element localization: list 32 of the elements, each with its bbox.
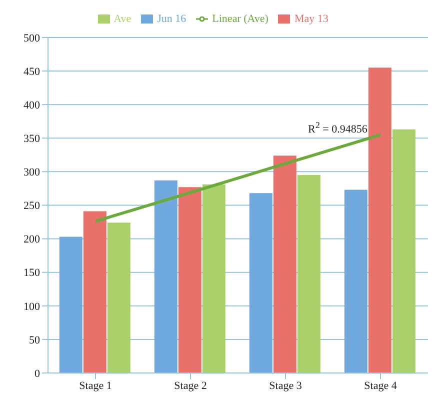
y-tick-label: 250 <box>24 200 40 212</box>
y-tick-label: 0 <box>34 368 40 380</box>
x-tick-label: Stage 3 <box>269 380 302 392</box>
y-tick-label: 200 <box>24 234 40 246</box>
y-tick-label: 100 <box>24 300 40 313</box>
y-tick-label: 350 <box>24 133 40 146</box>
x-tick-label: Stage 4 <box>364 380 398 392</box>
y-tick-label: 150 <box>24 267 40 280</box>
bar <box>107 222 130 373</box>
bar <box>83 211 106 373</box>
legend-label: Ave <box>114 13 132 25</box>
bar <box>202 184 226 373</box>
bar <box>59 236 82 373</box>
bar <box>368 68 392 373</box>
y-tick-label: 450 <box>24 66 40 78</box>
bar <box>178 187 202 373</box>
bar <box>297 175 320 373</box>
legend-label: May 13 <box>294 13 328 25</box>
y-tick-label: 400 <box>24 99 40 112</box>
bar <box>154 180 178 373</box>
legend-label: Linear (Ave) <box>212 13 268 25</box>
y-tick-label: 300 <box>24 166 40 179</box>
x-tick-label: Stage 1 <box>79 380 112 392</box>
x-tick-label: Stage 2 <box>174 380 207 392</box>
y-tick-label: 500 <box>24 32 40 44</box>
bar <box>344 190 368 373</box>
bar <box>392 129 416 373</box>
bar <box>273 156 296 373</box>
annotation: R$^{2}$ = 0.94856 <box>308 120 368 136</box>
y-tick-label: 50 <box>29 334 40 346</box>
legend-label: Jun 16 <box>157 13 186 25</box>
bar <box>249 193 272 373</box>
